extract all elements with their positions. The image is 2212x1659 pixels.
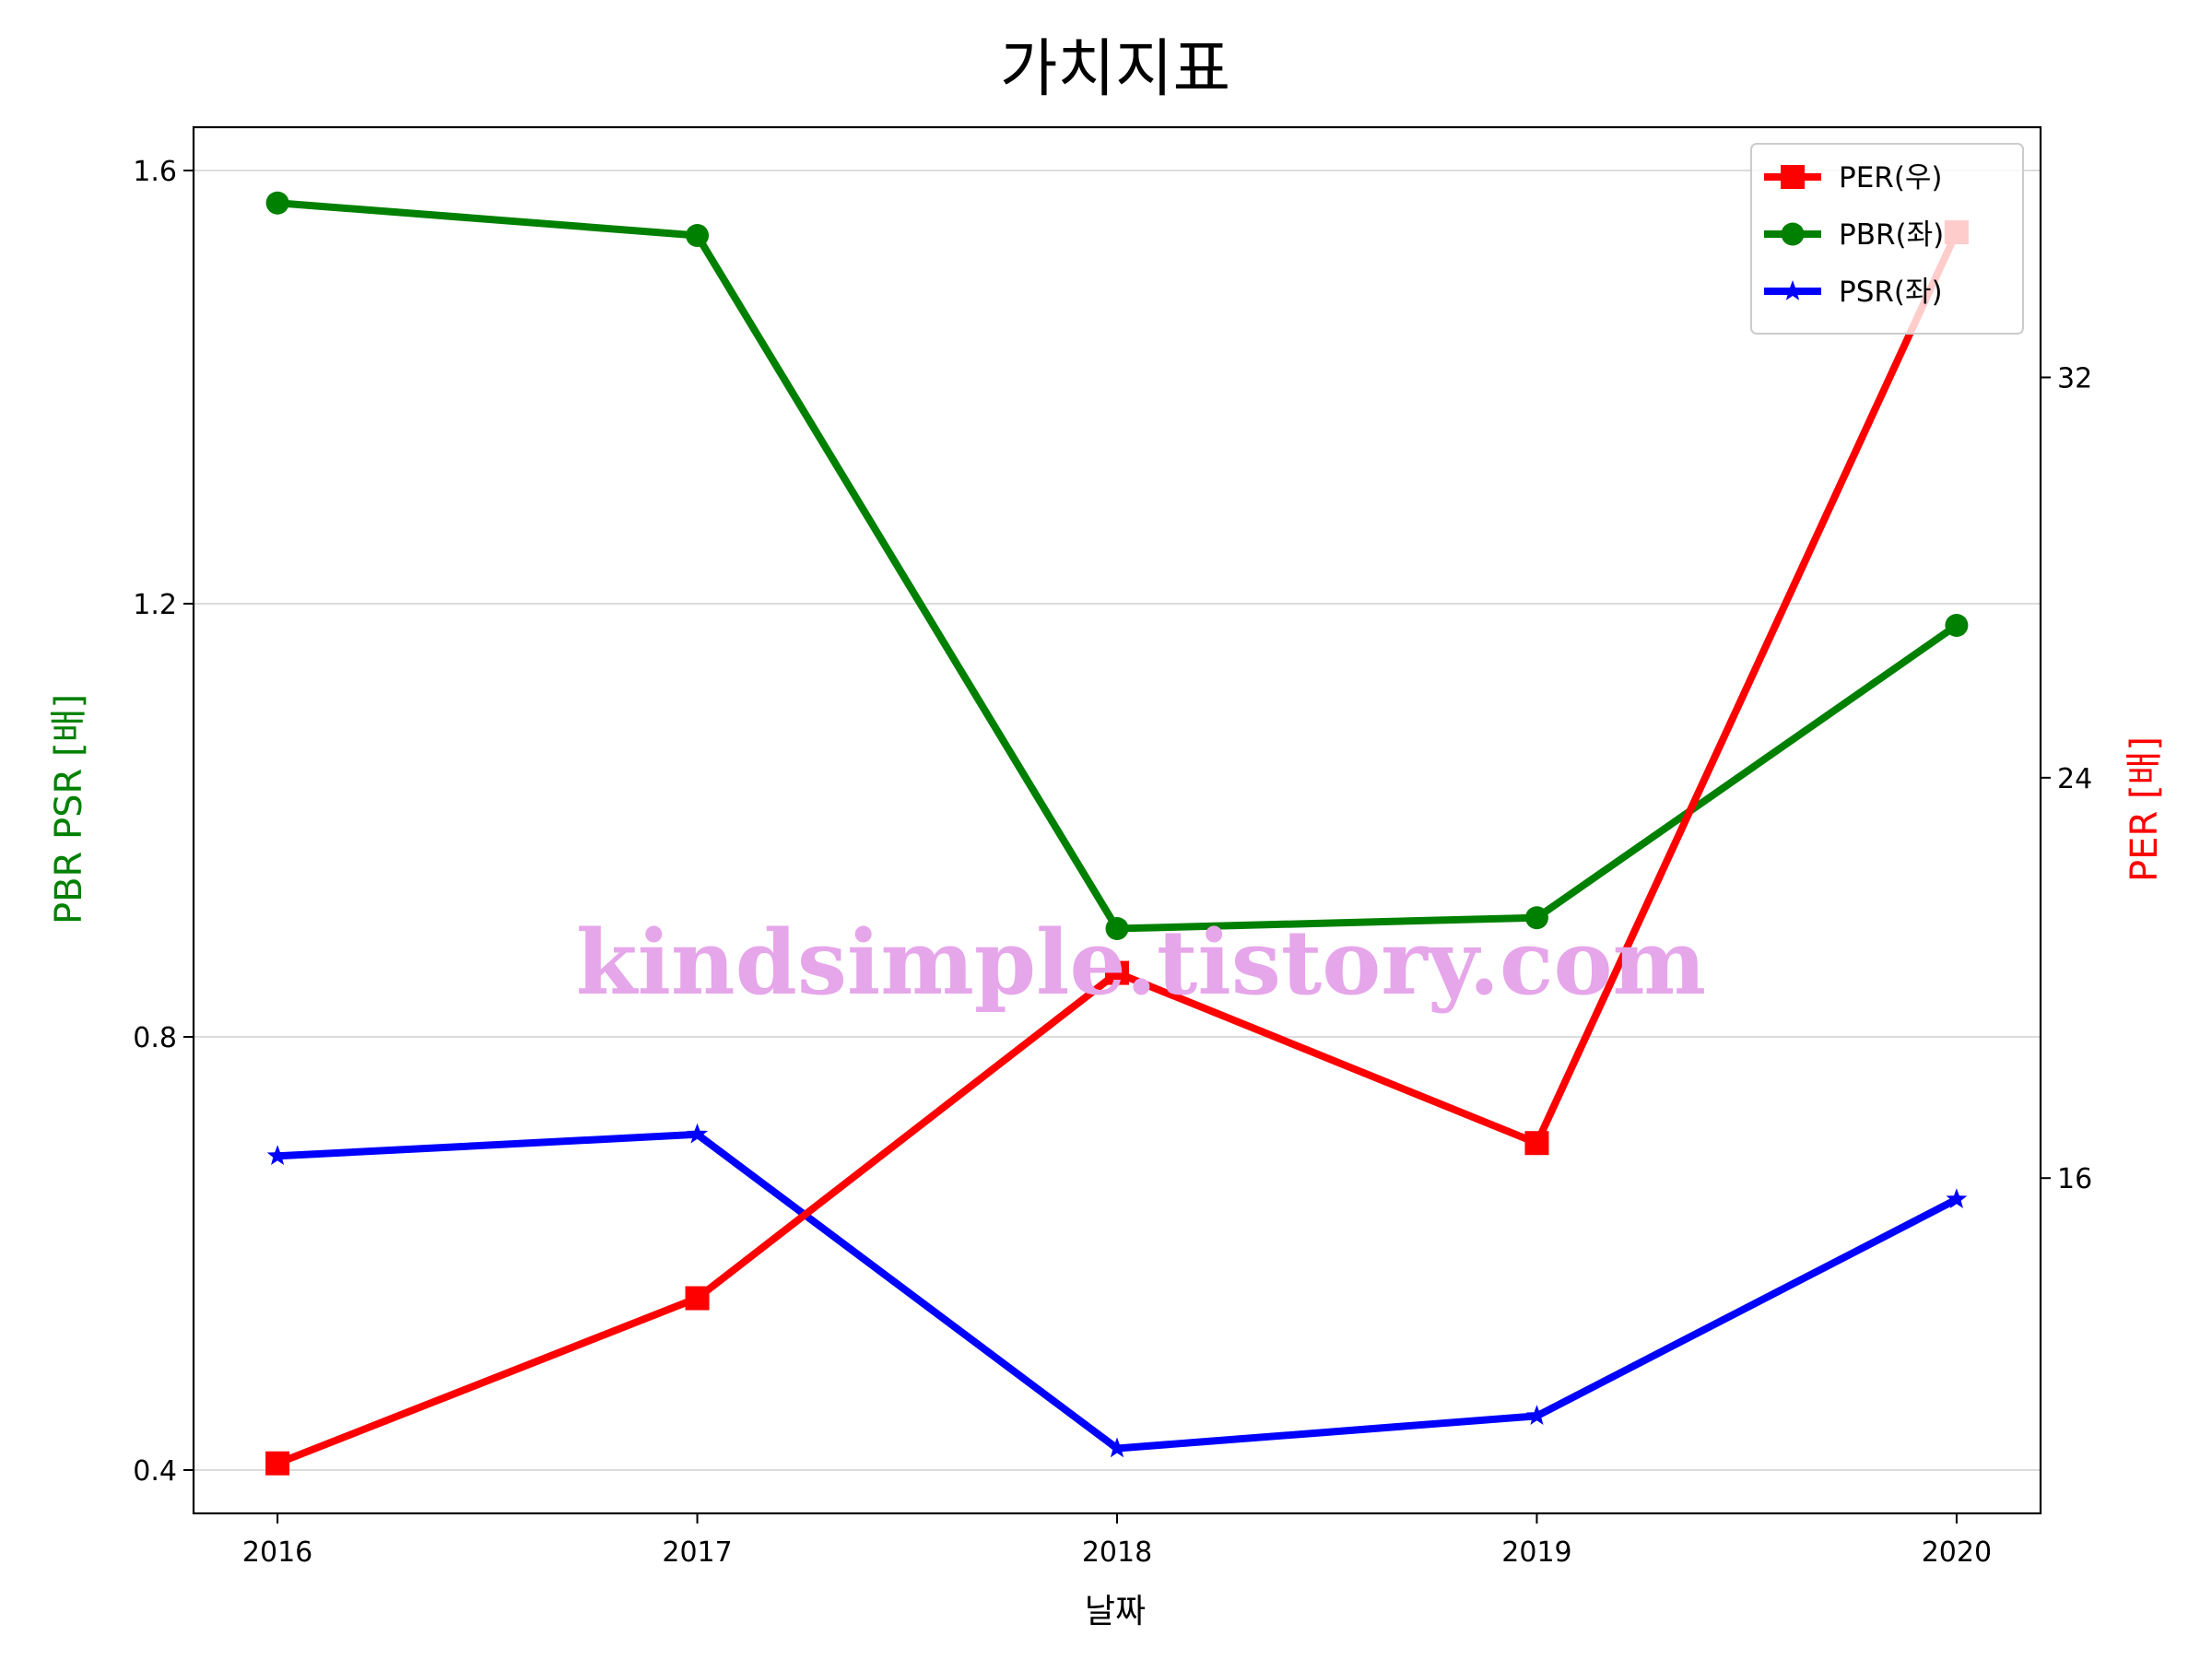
x-tick-label: 2017 (662, 1536, 732, 1569)
right-y-tick-label: 16 (2057, 1163, 2092, 1195)
watermark: kindsimple.tistory.com (576, 911, 1706, 1015)
series-line (276, 230, 1960, 1467)
series-layer (265, 191, 1969, 1476)
x-axis-label: 날짜 (1085, 1593, 1146, 1630)
right-y-tick-label: 32 (2057, 362, 2092, 394)
left-y-tick-label: 1.2 (133, 589, 177, 621)
data-point (1524, 1131, 1549, 1156)
legend-entry: PER(우) (1764, 161, 1943, 194)
chart-title: 가치지표 (1000, 33, 1230, 106)
grid-lines (194, 170, 2041, 1471)
data-point (1946, 1188, 1968, 1208)
left-y-tick-label: 1.6 (133, 156, 177, 188)
legend-marker (1781, 222, 1805, 246)
legend-label: PSR(좌) (1839, 276, 1943, 309)
x-tick-label: 2019 (1501, 1536, 1571, 1569)
legend-label: PBR(좌) (1839, 218, 1944, 252)
x-tick-label: 2016 (242, 1536, 312, 1569)
x-tick-label: 2020 (1922, 1536, 1992, 1569)
data-point (1526, 1405, 1547, 1425)
axes: 0.4 0.8 1.2 1.6 16 24 32 2016 2017 2018 2019 2020 (133, 156, 2092, 1569)
data-point (1524, 906, 1548, 930)
legend-marker (1782, 280, 1804, 300)
data-point (686, 224, 710, 247)
data-point (687, 1123, 708, 1144)
series-square (265, 220, 1969, 1476)
data-point (265, 191, 289, 215)
legend-entry: PBR(좌) (1764, 218, 1944, 252)
right-y-tick-label: 24 (2057, 763, 2092, 795)
legend-label: PER(우) (1839, 161, 1943, 194)
data-point (266, 1145, 288, 1165)
data-point (265, 1451, 290, 1476)
x-tick-label: 2018 (1082, 1536, 1152, 1569)
data-point (1105, 960, 1129, 985)
data-point (1945, 614, 1969, 637)
right-y-axis-label: PER [배] (2124, 736, 2166, 882)
data-point (1106, 1437, 1128, 1458)
series-line (276, 1130, 1959, 1453)
legend-box (1750, 143, 2024, 335)
left-y-tick-label: 0.8 (133, 1022, 177, 1054)
left-y-axis-label: PBR PSR [배] (48, 694, 90, 924)
legend-entry: PSR(좌) (1764, 276, 1943, 309)
legend-marker (1781, 165, 1805, 189)
left-y-tick-label: 0.4 (133, 1455, 177, 1488)
series-line (276, 199, 1959, 933)
data-point (1105, 917, 1129, 940)
plot-area-frame (192, 125, 2042, 1515)
series-star (266, 1123, 1968, 1458)
data-point (685, 1286, 710, 1311)
series-circle (265, 191, 1969, 940)
legend: PER(우) PBR(좌) PSR(좌) (1750, 143, 2024, 335)
